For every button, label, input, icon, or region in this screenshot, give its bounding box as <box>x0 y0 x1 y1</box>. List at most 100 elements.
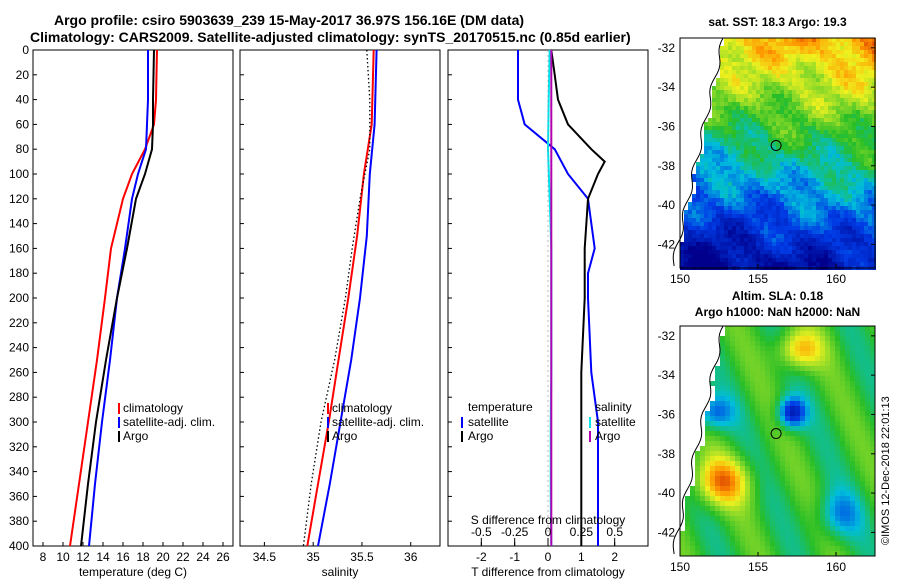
map-cell <box>860 222 864 226</box>
map-cell <box>776 122 780 126</box>
map-cell <box>755 461 760 466</box>
map-cell <box>795 516 800 521</box>
map-cell <box>748 98 752 102</box>
map-cell <box>865 396 870 401</box>
map-cell <box>750 391 755 396</box>
map-cell <box>804 262 808 266</box>
map-cell <box>704 190 708 194</box>
map-cell <box>725 461 730 466</box>
map-cell <box>700 238 704 242</box>
map-cell <box>810 526 815 531</box>
map-cell <box>776 158 780 162</box>
map-cell <box>748 58 752 62</box>
map-cell <box>740 491 745 496</box>
map-cell <box>852 214 856 218</box>
map-cell <box>872 114 876 118</box>
map-cell <box>720 66 724 70</box>
map-cell <box>810 336 815 341</box>
map-cell <box>728 126 732 130</box>
map-cell <box>728 38 732 42</box>
map-cell <box>836 50 840 54</box>
map-cell <box>724 250 728 254</box>
map-cell <box>804 42 808 46</box>
map-cell <box>720 331 725 336</box>
map-cell <box>704 214 708 218</box>
map-cell <box>712 154 716 158</box>
map-cell <box>680 62 684 66</box>
map-cell <box>848 102 852 106</box>
map-cell <box>872 198 876 202</box>
map-cell <box>845 426 850 431</box>
map-cell <box>808 106 812 110</box>
map-cell <box>780 346 785 351</box>
map-cell <box>868 98 872 102</box>
map-cell <box>808 74 812 78</box>
map-cell <box>764 250 768 254</box>
map-cell <box>724 262 728 266</box>
map-cell <box>784 262 788 266</box>
map-cell <box>852 86 856 90</box>
map-cell <box>724 218 728 222</box>
map-cell <box>836 170 840 174</box>
map-cell <box>740 74 744 78</box>
map-cell <box>824 182 828 186</box>
map-cell <box>830 536 835 541</box>
map-cell <box>692 238 696 242</box>
map-cell <box>796 74 800 78</box>
map-cell <box>712 166 716 170</box>
map-cell <box>868 74 872 78</box>
map-cell <box>768 202 772 206</box>
map-cell <box>865 486 870 491</box>
map-cell <box>745 441 750 446</box>
map-cell <box>816 154 820 158</box>
map-cell <box>856 66 860 70</box>
map-cell <box>768 46 772 50</box>
map-cell <box>745 446 750 451</box>
map-cell <box>755 381 760 386</box>
map-cell <box>748 182 752 186</box>
map-cell <box>780 134 784 138</box>
map-cell <box>804 102 808 106</box>
map-cell <box>832 214 836 218</box>
map-cell <box>768 138 772 142</box>
map-cell <box>736 222 740 226</box>
map-cell <box>804 122 808 126</box>
map-cell <box>765 541 770 546</box>
map-cell <box>750 396 755 401</box>
map-cell <box>755 541 760 546</box>
map-cell <box>688 206 692 210</box>
map-cell <box>696 38 700 42</box>
map-cell <box>780 194 784 198</box>
map-cell <box>860 371 865 376</box>
map-cell <box>705 451 710 456</box>
map-cell <box>808 54 812 58</box>
series-line-argo <box>80 49 155 547</box>
map-cell <box>835 376 840 381</box>
map-cell <box>692 82 696 86</box>
map-cell <box>748 214 752 218</box>
map-cell <box>704 198 708 202</box>
map-cell <box>725 476 730 481</box>
map-cell <box>868 86 872 90</box>
x-tick-label: 14 <box>96 550 110 564</box>
map-cell <box>780 70 784 74</box>
map-cell <box>724 182 728 186</box>
map-cell <box>840 546 845 551</box>
map-cell <box>848 158 852 162</box>
map-cell <box>820 54 824 58</box>
map-cell <box>765 516 770 521</box>
map-cell <box>790 361 795 366</box>
map-cell <box>730 486 735 491</box>
map-cell <box>800 346 805 351</box>
map-cell <box>776 142 780 146</box>
map-cell <box>750 551 755 556</box>
map-cell <box>856 118 860 122</box>
map-cell <box>745 396 750 401</box>
map-cell <box>745 361 750 366</box>
map-cell <box>792 54 796 58</box>
y-tick-label: 80 <box>16 142 30 156</box>
map-cell <box>824 106 828 110</box>
map-cell <box>688 230 692 234</box>
map-cell <box>732 130 736 134</box>
map-cell <box>845 536 850 541</box>
